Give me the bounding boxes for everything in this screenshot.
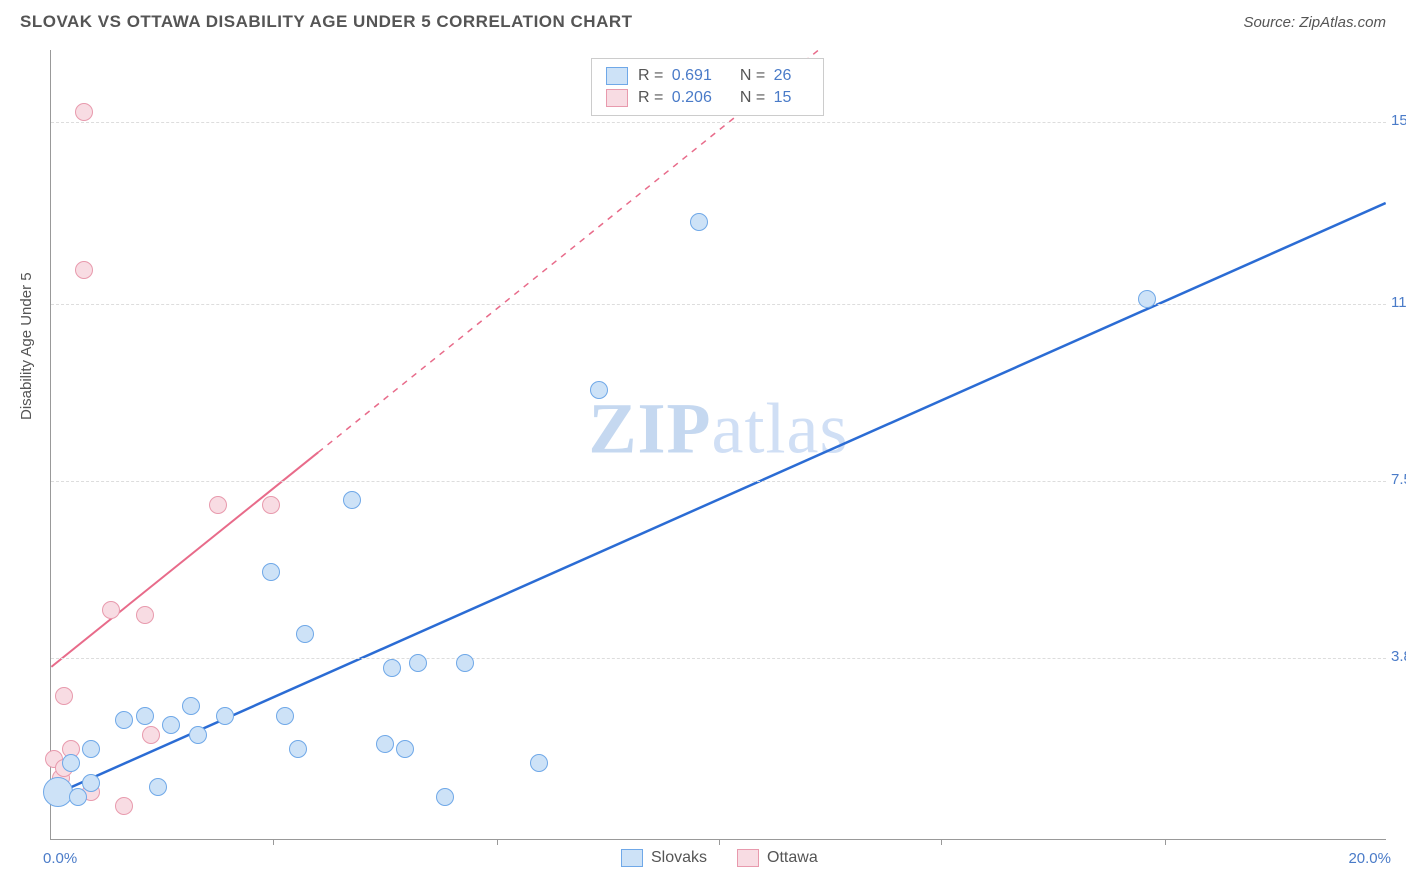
gridline [51,481,1386,482]
data-point [289,740,307,758]
data-point [1138,290,1156,308]
data-point [409,654,427,672]
data-point [690,213,708,231]
data-point [189,726,207,744]
legend-item-slovaks: Slovaks [621,849,707,867]
x-tick-mark [273,839,274,845]
legend-swatch-ottawa [606,89,628,107]
gridline [51,122,1386,123]
x-tick-min: 0.0% [43,850,77,867]
data-point [136,707,154,725]
y-tick-label: 15.0% [1391,112,1406,129]
data-point [396,740,414,758]
x-tick-mark [1165,839,1166,845]
correlation-legend: R = 0.691 N = 26 R = 0.206 N = 15 [591,58,824,116]
data-point [115,711,133,729]
data-point [62,754,80,772]
data-point [376,735,394,753]
y-tick-label: 3.8% [1391,648,1406,665]
y-tick-label: 7.5% [1391,471,1406,488]
x-tick-max: 20.0% [1348,850,1391,867]
legend-label-ottawa: Ottawa [767,849,818,867]
chart-plot-area: ZIPatlas R = 0.691 N = 26 R = 0.206 N = … [50,50,1386,840]
trendlines-layer [51,50,1386,839]
data-point [149,778,167,796]
data-point [69,788,87,806]
data-point [82,740,100,758]
legend-swatch-slovaks-icon [621,849,643,867]
data-point [296,625,314,643]
data-point [456,654,474,672]
x-tick-mark [719,839,720,845]
data-point [102,601,120,619]
data-point [436,788,454,806]
data-point [75,261,93,279]
gridline [51,658,1386,659]
y-tick-label: 11.2% [1391,294,1406,311]
data-point [136,606,154,624]
data-point [162,716,180,734]
data-point [262,496,280,514]
data-point [43,777,73,807]
watermark: ZIPatlas [589,387,849,470]
data-point [590,381,608,399]
legend-swatch-ottawa-icon [737,849,759,867]
trendline [51,203,1385,796]
data-point [530,754,548,772]
legend-item-ottawa: Ottawa [737,849,818,867]
legend-swatch-slovaks [606,67,628,85]
legend-row-ottawa: R = 0.206 N = 15 [606,87,809,109]
x-tick-mark [941,839,942,845]
legend-label-slovaks: Slovaks [651,849,707,867]
x-tick-mark [497,839,498,845]
data-point [115,797,133,815]
data-point [262,563,280,581]
data-point [383,659,401,677]
data-point [209,496,227,514]
chart-title: SLOVAK VS OTTAWA DISABILITY AGE UNDER 5 … [20,12,633,32]
data-point [142,726,160,744]
data-point [343,491,361,509]
data-point [55,687,73,705]
legend-row-slovaks: R = 0.691 N = 26 [606,65,809,87]
data-point [216,707,234,725]
chart-source: Source: ZipAtlas.com [1243,14,1386,31]
series-legend: Slovaks Ottawa [621,849,818,867]
data-point [182,697,200,715]
data-point [75,103,93,121]
trendline [51,452,318,667]
gridline [51,304,1386,305]
data-point [82,774,100,792]
y-axis-label: Disability Age Under 5 [18,272,35,420]
data-point [276,707,294,725]
